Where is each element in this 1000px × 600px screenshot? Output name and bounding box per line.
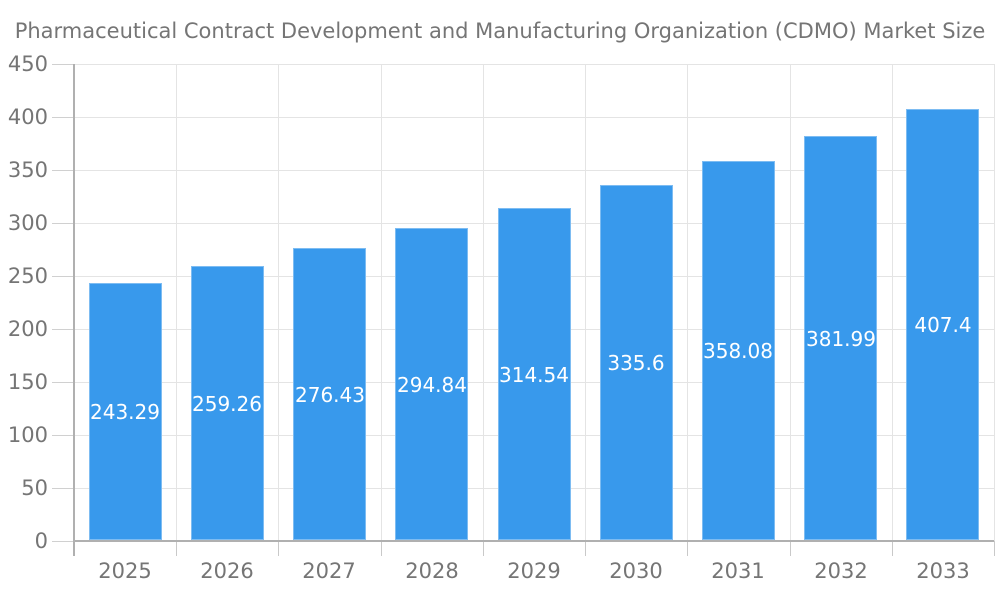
x-axis-tick <box>483 541 484 556</box>
bar-value-label: 407.4 <box>914 313 972 337</box>
x-gridline <box>381 64 382 541</box>
bar-value-label: 276.43 <box>295 383 365 407</box>
bar-value-label: 259.26 <box>192 392 262 416</box>
x-axis-tick <box>278 541 279 556</box>
bar-2029[interactable] <box>498 208 571 540</box>
y-axis-tick-label: 350 <box>7 158 48 182</box>
x-gridline <box>892 64 893 541</box>
bar-2026[interactable] <box>191 266 264 540</box>
y-axis-line <box>73 64 75 556</box>
x-axis-line <box>73 540 994 542</box>
y-axis-tick <box>52 276 74 277</box>
y-axis-tick-label: 100 <box>7 423 48 447</box>
y-axis-tick <box>52 223 74 224</box>
x-gridline <box>483 64 484 541</box>
bar-2032[interactable] <box>804 136 877 540</box>
x-gridline <box>790 64 791 541</box>
y-axis-tick <box>52 117 74 118</box>
x-axis-category-label: 2026 <box>200 559 254 583</box>
y-axis-tick <box>52 541 74 542</box>
bar-2033[interactable] <box>906 109 979 540</box>
y-axis-tick <box>52 64 74 65</box>
x-axis-category-label: 2030 <box>609 559 663 583</box>
bar-value-label: 381.99 <box>806 327 876 351</box>
x-axis-tick <box>892 541 893 556</box>
bar-value-label: 314.54 <box>499 363 569 387</box>
bar-value-label: 243.29 <box>90 400 160 424</box>
y-axis-tick-label: 150 <box>7 370 48 394</box>
y-axis-tick-label: 300 <box>7 211 48 235</box>
y-gridline <box>74 170 994 171</box>
bar-value-label: 335.6 <box>607 351 665 375</box>
bar-2028[interactable] <box>395 228 468 540</box>
bar-2027[interactable] <box>293 248 366 540</box>
x-axis-tick <box>790 541 791 556</box>
x-axis-category-label: 2027 <box>302 559 356 583</box>
x-gridline <box>278 64 279 541</box>
y-axis-tick <box>52 435 74 436</box>
x-axis-tick <box>176 541 177 556</box>
x-gridline <box>994 64 995 541</box>
chart-title: Pharmaceutical Contract Development and … <box>14 19 986 43</box>
y-axis-tick-label: 450 <box>7 52 48 76</box>
y-gridline <box>74 117 994 118</box>
y-axis-tick-label: 0 <box>34 529 48 553</box>
x-axis-category-label: 2032 <box>814 559 868 583</box>
bar-value-label: 358.08 <box>703 339 773 363</box>
bar-2030[interactable] <box>600 185 673 540</box>
y-axis-tick-label: 50 <box>21 476 48 500</box>
x-axis-tick <box>585 541 586 556</box>
y-axis-tick <box>52 488 74 489</box>
y-axis-tick <box>52 170 74 171</box>
x-gridline <box>176 64 177 541</box>
x-gridline <box>687 64 688 541</box>
y-axis-tick-label: 400 <box>7 105 48 129</box>
x-axis-category-label: 2033 <box>916 559 970 583</box>
x-axis-tick <box>381 541 382 556</box>
x-axis-category-label: 2025 <box>98 559 152 583</box>
bar-value-label: 294.84 <box>397 373 467 397</box>
y-axis-tick <box>52 329 74 330</box>
y-axis-tick-label: 250 <box>7 264 48 288</box>
x-axis-category-label: 2029 <box>507 559 561 583</box>
x-gridline <box>585 64 586 541</box>
y-axis-tick-label: 200 <box>7 317 48 341</box>
y-gridline <box>74 64 994 65</box>
x-axis-category-label: 2031 <box>711 559 765 583</box>
x-axis-tick <box>687 541 688 556</box>
y-axis-tick <box>52 382 74 383</box>
bar-2025[interactable] <box>89 283 162 540</box>
x-axis-category-label: 2028 <box>405 559 459 583</box>
x-axis-tick <box>994 541 995 556</box>
bar-2031[interactable] <box>702 161 775 540</box>
